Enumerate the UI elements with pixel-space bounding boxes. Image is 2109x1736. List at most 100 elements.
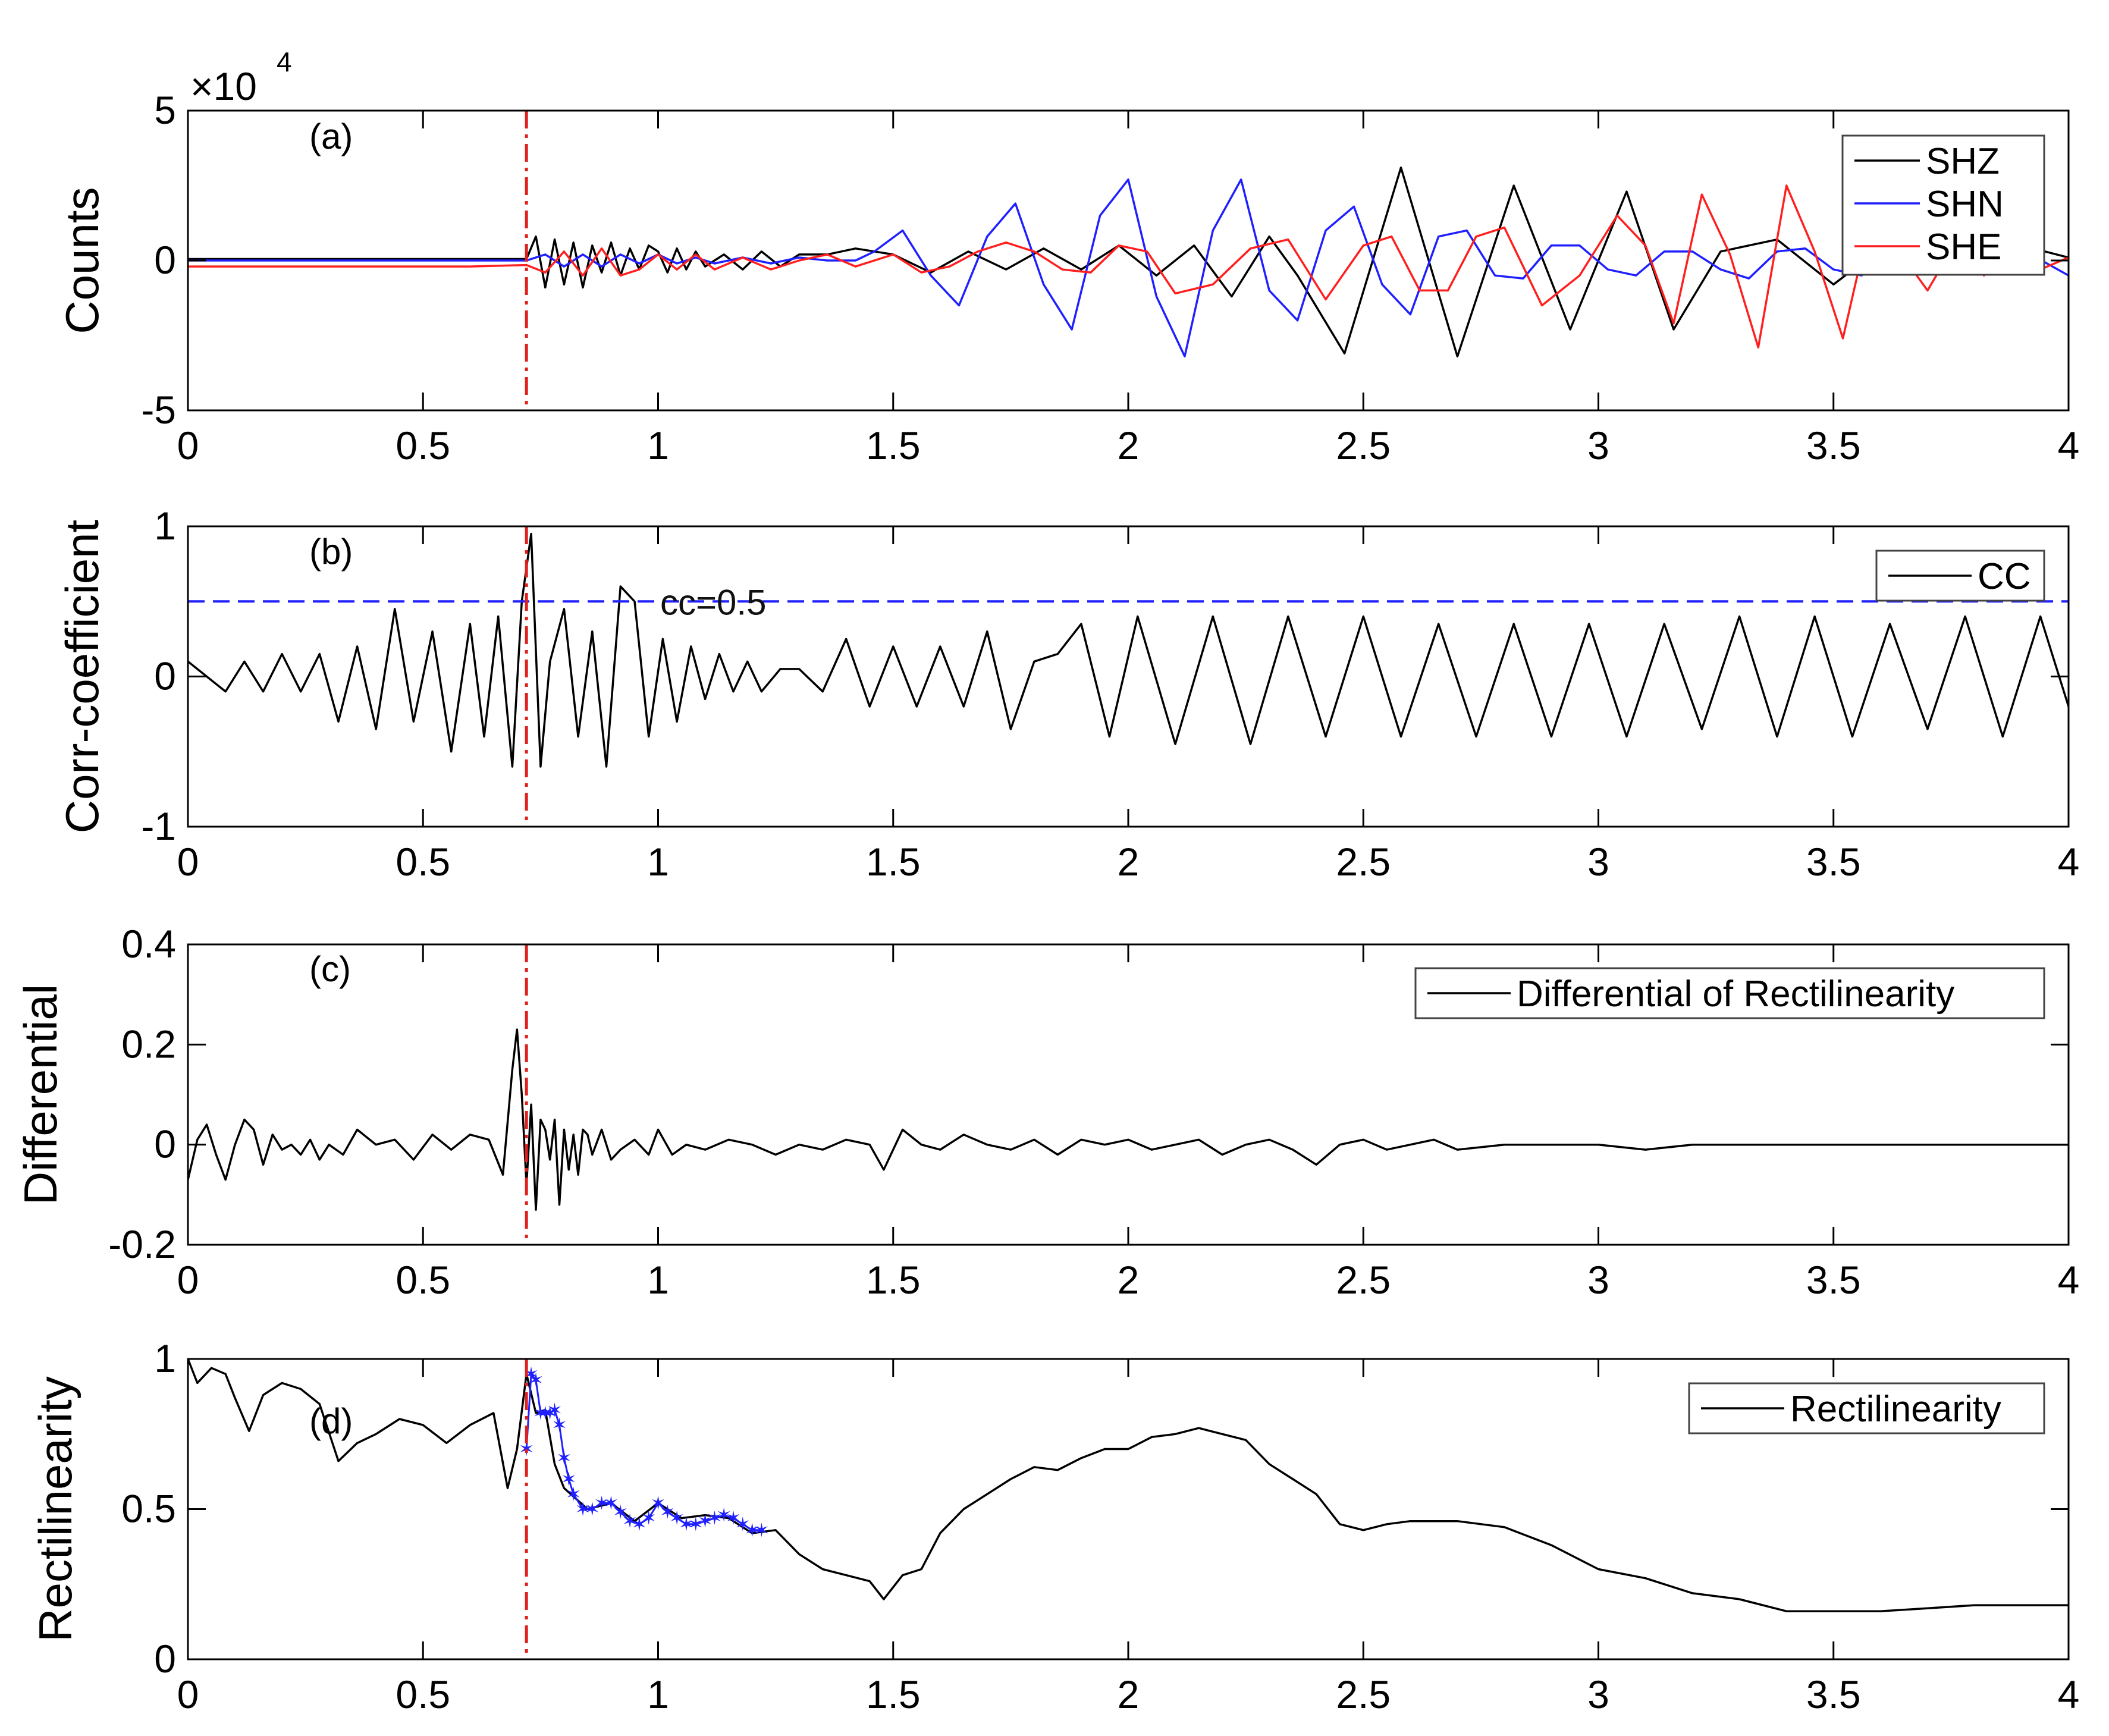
y-tick-label: -1 bbox=[141, 804, 176, 848]
x-tick-label: 3 bbox=[1587, 840, 1609, 884]
y-tick-label: -0.2 bbox=[108, 1222, 176, 1266]
star-marker: ✶ bbox=[594, 1492, 610, 1514]
x-tick-label: 0.5 bbox=[396, 1672, 450, 1716]
y-tick-label: 5 bbox=[154, 88, 176, 132]
star-marker: ✶ bbox=[669, 1508, 685, 1529]
y-tick-label: 0.5 bbox=[121, 1487, 176, 1531]
x-tick-label: 0.5 bbox=[396, 423, 450, 467]
x-tick-label: 3 bbox=[1587, 1672, 1609, 1716]
star-marker: ✶ bbox=[726, 1508, 742, 1529]
y-axis-label: Corr-coefficient bbox=[56, 519, 108, 833]
star-marker: ✶ bbox=[561, 1468, 577, 1490]
y-multiplier: ×10 bbox=[190, 64, 257, 108]
x-tick-label: 1 bbox=[647, 423, 669, 467]
y-tick-label: 0.2 bbox=[121, 1022, 176, 1066]
x-tick-label: 2.5 bbox=[1336, 840, 1391, 884]
x-tick-label: 2 bbox=[1118, 423, 1140, 467]
panel-label: (c) bbox=[309, 949, 351, 989]
x-tick-label: 2.5 bbox=[1336, 1258, 1391, 1302]
panel-label: (b) bbox=[309, 532, 353, 572]
x-tick-label: 2.5 bbox=[1336, 423, 1391, 467]
x-tick-label: 3 bbox=[1587, 1258, 1609, 1302]
x-tick-label: 0 bbox=[177, 1258, 199, 1302]
x-tick-label: 1 bbox=[647, 1258, 669, 1302]
y-axis-label: Counts bbox=[56, 187, 108, 334]
star-marker: ✶ bbox=[679, 1514, 695, 1535]
legend-entry: CC bbox=[1978, 556, 2031, 597]
panel-label: (a) bbox=[309, 117, 353, 156]
panel-c: Differential of Rectilinearity bbox=[187, 943, 2070, 1246]
y-tick-label: 1 bbox=[154, 1336, 176, 1380]
x-tick-label: 3.5 bbox=[1806, 1258, 1861, 1302]
star-marker: ✶ bbox=[566, 1483, 582, 1505]
x-tick-label: 2 bbox=[1118, 840, 1140, 884]
y-tick-label: 0.4 bbox=[121, 922, 176, 966]
x-tick-label: 1.5 bbox=[866, 1258, 921, 1302]
x-tick-label: 4 bbox=[2058, 840, 2080, 884]
axes-box bbox=[187, 525, 2070, 828]
series-line-highlight bbox=[525, 1371, 762, 1531]
star-marker: ✶ bbox=[622, 1511, 638, 1532]
x-tick-label: 0 bbox=[177, 423, 199, 467]
y-tick-label: 0 bbox=[154, 1637, 176, 1681]
star-marker: ✶ bbox=[551, 1414, 567, 1436]
legend-box bbox=[1841, 134, 2045, 276]
x-tick-label: 3.5 bbox=[1806, 840, 1861, 884]
x-tick-label: 4 bbox=[2058, 1258, 2080, 1302]
star-marker: ✶ bbox=[532, 1402, 548, 1424]
legend-entry: Rectilinearity bbox=[1790, 1389, 2001, 1430]
star-marker: ✶ bbox=[735, 1514, 751, 1535]
y-tick-label: -5 bbox=[141, 388, 176, 432]
legend-entry: SHN bbox=[1926, 184, 2004, 225]
y-axis-label: Differential bbox=[14, 984, 67, 1205]
panel-label: (d) bbox=[309, 1401, 353, 1441]
star-marker: ✶ bbox=[584, 1499, 600, 1520]
star-marker: ✶ bbox=[603, 1492, 619, 1514]
star-marker: ✶ bbox=[660, 1502, 676, 1523]
star-marker: ✶ bbox=[631, 1514, 647, 1535]
star-marker: ✶ bbox=[744, 1520, 760, 1541]
x-tick-label: 3.5 bbox=[1806, 423, 1861, 467]
y-tick-label: 1 bbox=[154, 504, 176, 548]
threshold-label: cc=0.5 bbox=[660, 582, 766, 622]
y-multiplier-exponent: 4 bbox=[277, 46, 292, 77]
star-marker: ✶ bbox=[542, 1402, 558, 1424]
x-tick-label: 0.5 bbox=[396, 1258, 450, 1302]
legend: CC bbox=[1875, 550, 2045, 602]
star-marker: ✶ bbox=[716, 1505, 732, 1526]
series-line-differential-of-rectilinearity bbox=[188, 1028, 2069, 1211]
y-tick-label: 0 bbox=[154, 1122, 176, 1166]
legend: Rectilinearity bbox=[1688, 1382, 2045, 1434]
x-tick-label: 4 bbox=[2058, 1672, 2080, 1716]
x-tick-label: 1.5 bbox=[866, 840, 921, 884]
legend-entry: SHE bbox=[1926, 227, 2001, 268]
star-marker: ✶ bbox=[613, 1502, 629, 1523]
x-tick-label: 4 bbox=[2058, 423, 2080, 467]
x-tick-label: 1.5 bbox=[866, 1672, 921, 1716]
x-tick-label: 1 bbox=[647, 1672, 669, 1716]
x-tick-label: 3 bbox=[1587, 423, 1609, 467]
star-marker: ✶ bbox=[697, 1511, 713, 1532]
legend-box bbox=[1414, 967, 2045, 1019]
y-tick-label: 0 bbox=[154, 238, 176, 282]
star-marker: ✶ bbox=[754, 1520, 770, 1541]
x-tick-label: 1.5 bbox=[866, 423, 921, 467]
x-tick-label: 2 bbox=[1118, 1672, 1140, 1716]
x-tick-label: 1 bbox=[647, 840, 669, 884]
star-marker: ✶ bbox=[556, 1448, 572, 1469]
series-line-shn bbox=[188, 178, 2069, 358]
star-marker: ✶ bbox=[575, 1499, 591, 1520]
x-tick-label: 0.5 bbox=[396, 840, 450, 884]
x-tick-label: 2 bbox=[1118, 1258, 1140, 1302]
star-marker: ✶ bbox=[650, 1492, 666, 1514]
panel-b: CC bbox=[187, 525, 2070, 828]
x-tick-label: 0 bbox=[177, 840, 199, 884]
legend: Differential of Rectilinearity bbox=[1414, 967, 2045, 1019]
star-marker: ✶ bbox=[707, 1508, 723, 1529]
star-marker: ✶ bbox=[528, 1369, 544, 1390]
x-tick-label: 2.5 bbox=[1336, 1672, 1391, 1716]
star-marker: ✶ bbox=[547, 1399, 563, 1421]
